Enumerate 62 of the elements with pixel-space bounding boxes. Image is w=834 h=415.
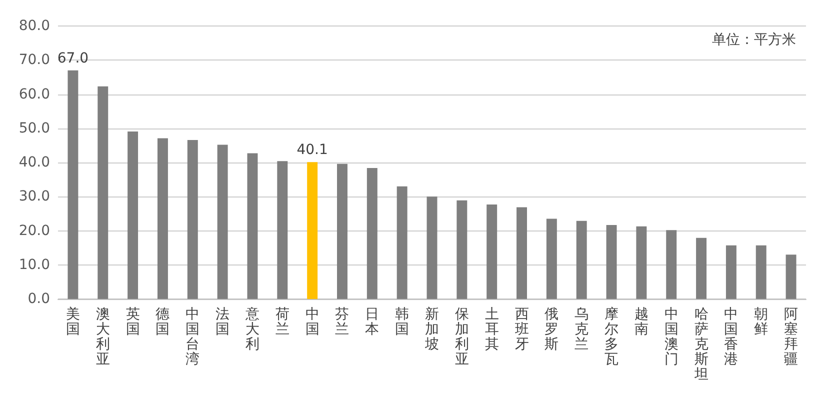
- x-tick-label: 日本: [365, 306, 380, 338]
- bar: [68, 70, 78, 299]
- x-tick-label: 中国香港: [724, 306, 738, 368]
- x-tick-label: 美国: [66, 306, 80, 338]
- x-tick-label: 新加坡: [424, 306, 439, 352]
- y-tick-label: 30.0: [18, 188, 50, 205]
- data-label: 40.1: [296, 142, 328, 158]
- bar: [726, 245, 736, 299]
- bar: [247, 153, 258, 299]
- bar: [98, 86, 108, 299]
- bar: [636, 226, 647, 299]
- bar: [277, 161, 288, 299]
- bar: [486, 204, 498, 299]
- x-tick-label: 俄罗斯: [544, 306, 559, 352]
- bar: [756, 245, 766, 299]
- x-tick-label: 西班牙: [514, 306, 529, 352]
- data-label: 67.0: [57, 50, 89, 66]
- bar: [546, 218, 557, 299]
- x-tick-label: 哈萨克斯坦: [693, 306, 708, 382]
- annotation: 单位：平方米: [712, 32, 796, 48]
- y-tick-label: 70.0: [18, 52, 50, 68]
- bar: [187, 140, 198, 299]
- bar: [396, 186, 408, 299]
- x-tick-label: 芬兰: [335, 306, 350, 338]
- x-tick-label: 德国: [156, 306, 170, 338]
- x-tick-label: 越南: [634, 306, 648, 338]
- x-tick-label: 中国: [305, 306, 320, 338]
- bar: [157, 138, 168, 299]
- x-tick-label: 保加利亚: [454, 306, 469, 368]
- bar: [606, 224, 617, 299]
- x-tick-label: 中国台湾: [186, 306, 200, 368]
- x-tick-label: 摩尔多瓦: [604, 306, 619, 368]
- bar: [337, 164, 348, 299]
- bar: [516, 207, 527, 299]
- y-tick-label: 80.0: [18, 18, 50, 34]
- x-tick-label: 朝鲜: [754, 306, 768, 338]
- y-tick-label: 50.0: [18, 120, 50, 136]
- bar: [576, 220, 587, 299]
- x-tick-label: 阿塞拜疆: [784, 306, 798, 368]
- bar: [366, 168, 378, 299]
- x-tick-label: 荷兰: [275, 306, 290, 338]
- bar: [426, 196, 438, 299]
- y-tick-label: 10.0: [18, 256, 50, 273]
- x-tick-label: 意大利: [244, 306, 260, 352]
- bar: [217, 144, 228, 299]
- x-tick-label: 乌克兰: [574, 306, 589, 352]
- x-tick-label: 韩国: [395, 306, 410, 338]
- bar: [456, 200, 468, 299]
- y-tick-label: 0.0: [28, 291, 50, 307]
- bar: [307, 162, 318, 299]
- x-tick-label: 法国: [216, 306, 230, 338]
- bar: [696, 238, 707, 299]
- y-tick-label: 60.0: [18, 86, 50, 102]
- x-tick-label: 中国澳门: [664, 306, 678, 368]
- y-tick-label: 20.0: [18, 222, 50, 239]
- y-tick-label: 40.0: [18, 154, 50, 170]
- x-tick-label: 英国: [126, 306, 140, 338]
- bar: [666, 230, 677, 299]
- bar: [128, 131, 138, 299]
- bar: [786, 254, 796, 299]
- x-tick-label: 土耳其: [484, 306, 499, 352]
- x-tick-label: 澳大利亚: [96, 306, 110, 368]
